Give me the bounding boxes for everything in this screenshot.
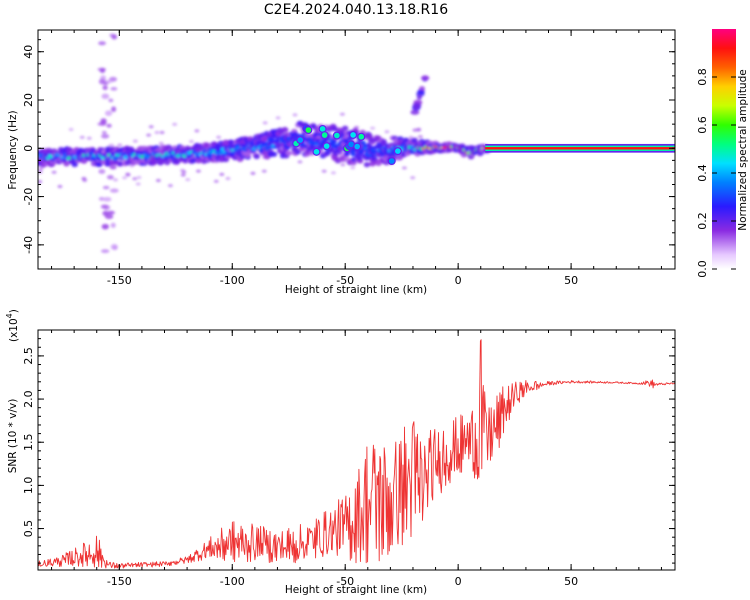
spectrogram-x-axis-label: Height of straight line (km) — [285, 284, 427, 296]
snr-y-tick-label: 0.5 — [22, 520, 35, 538]
snr-y-tick-label: 2.0 — [22, 390, 35, 408]
spectrogram-y-tick-label: -40 — [22, 236, 35, 254]
snr-x-tick-label: 50 — [564, 575, 578, 588]
spectrogram-heatmap — [38, 33, 675, 254]
snr-y-axis-label: SNR (10 * v/v) — [7, 399, 19, 474]
svg-text:(x104): (x104) — [5, 309, 20, 342]
colorbar-ticks: 0.0 0.2 0.4 0.6 0.8 — [696, 68, 736, 278]
snr-panel: -150 -100 -50 0 50 0.5 1.0 1.5 2.0 2.5 Height of … — [5, 309, 676, 596]
spectrogram-y-axis-label: Frequency (Hz) — [7, 110, 19, 189]
spectrogram-panel: -150 -100 -50 0 50 -40 -20 0 20 40 Height of stra… — [7, 29, 676, 296]
snr-series-line — [38, 339, 675, 569]
spectrogram-x-tick-label: 50 — [564, 274, 578, 287]
snr-x-tick-label: -150 — [107, 575, 132, 588]
spectrogram-ticks: -150 -100 -50 0 50 -40 -20 0 20 40 — [22, 30, 675, 287]
spectrogram-y-tick-label: 40 — [22, 45, 35, 59]
snr-scale-exponent: 4 — [5, 313, 14, 318]
snr-x-tick-label: -50 — [336, 575, 354, 588]
spectrogram-x-tick-label: -100 — [220, 274, 245, 287]
snr-y-tick-label: 1.5 — [22, 433, 35, 451]
colorbar-tick-label: 0.6 — [696, 116, 709, 134]
spectrogram-y-tick-label: 0 — [22, 145, 35, 152]
colorbar: 0.0 0.2 0.4 0.6 0.8 Normalized spectral ampl… — [696, 29, 749, 278]
colorbar-tick-label: 0.0 — [696, 260, 709, 278]
spectrogram-frame — [37, 29, 676, 270]
colorbar-tick-label: 0.4 — [696, 164, 709, 182]
figure-title: C2E4.2024.040.13.18.R16 — [264, 2, 448, 18]
spectrogram-x-tick-label: 0 — [455, 274, 462, 287]
snr-x-tick-label: -100 — [220, 575, 245, 588]
snr-x-axis-label: Height of straight line (km) — [285, 584, 427, 596]
snr-x-tick-label: 0 — [455, 575, 462, 588]
spectrogram-y-tick-label: -20 — [22, 188, 35, 206]
colorbar-tick-label: 0.8 — [696, 68, 709, 86]
snr-ticks: -150 -100 -50 0 50 0.5 1.0 1.5 2.0 2.5 — [22, 330, 675, 588]
snr-y-tick-label: 2.5 — [22, 347, 35, 365]
spectrogram-x-tick-label: -150 — [107, 274, 132, 287]
snr-scale-label: (x10 — [8, 318, 20, 342]
snr-scale-factor: (x104) — [5, 309, 20, 342]
colorbar-tick-label: 0.2 — [696, 212, 709, 230]
spectrogram-y-tick-label: 20 — [22, 93, 35, 107]
snr-y-tick-label: 1.0 — [22, 477, 35, 495]
colorbar-label: Normalized spectral amplitude — [737, 69, 749, 230]
spectrogram-x-tick-label: -50 — [336, 274, 354, 287]
snr-frame — [37, 329, 676, 571]
colorbar-gradient — [712, 29, 736, 269]
snr-scale-close: ) — [8, 309, 20, 313]
